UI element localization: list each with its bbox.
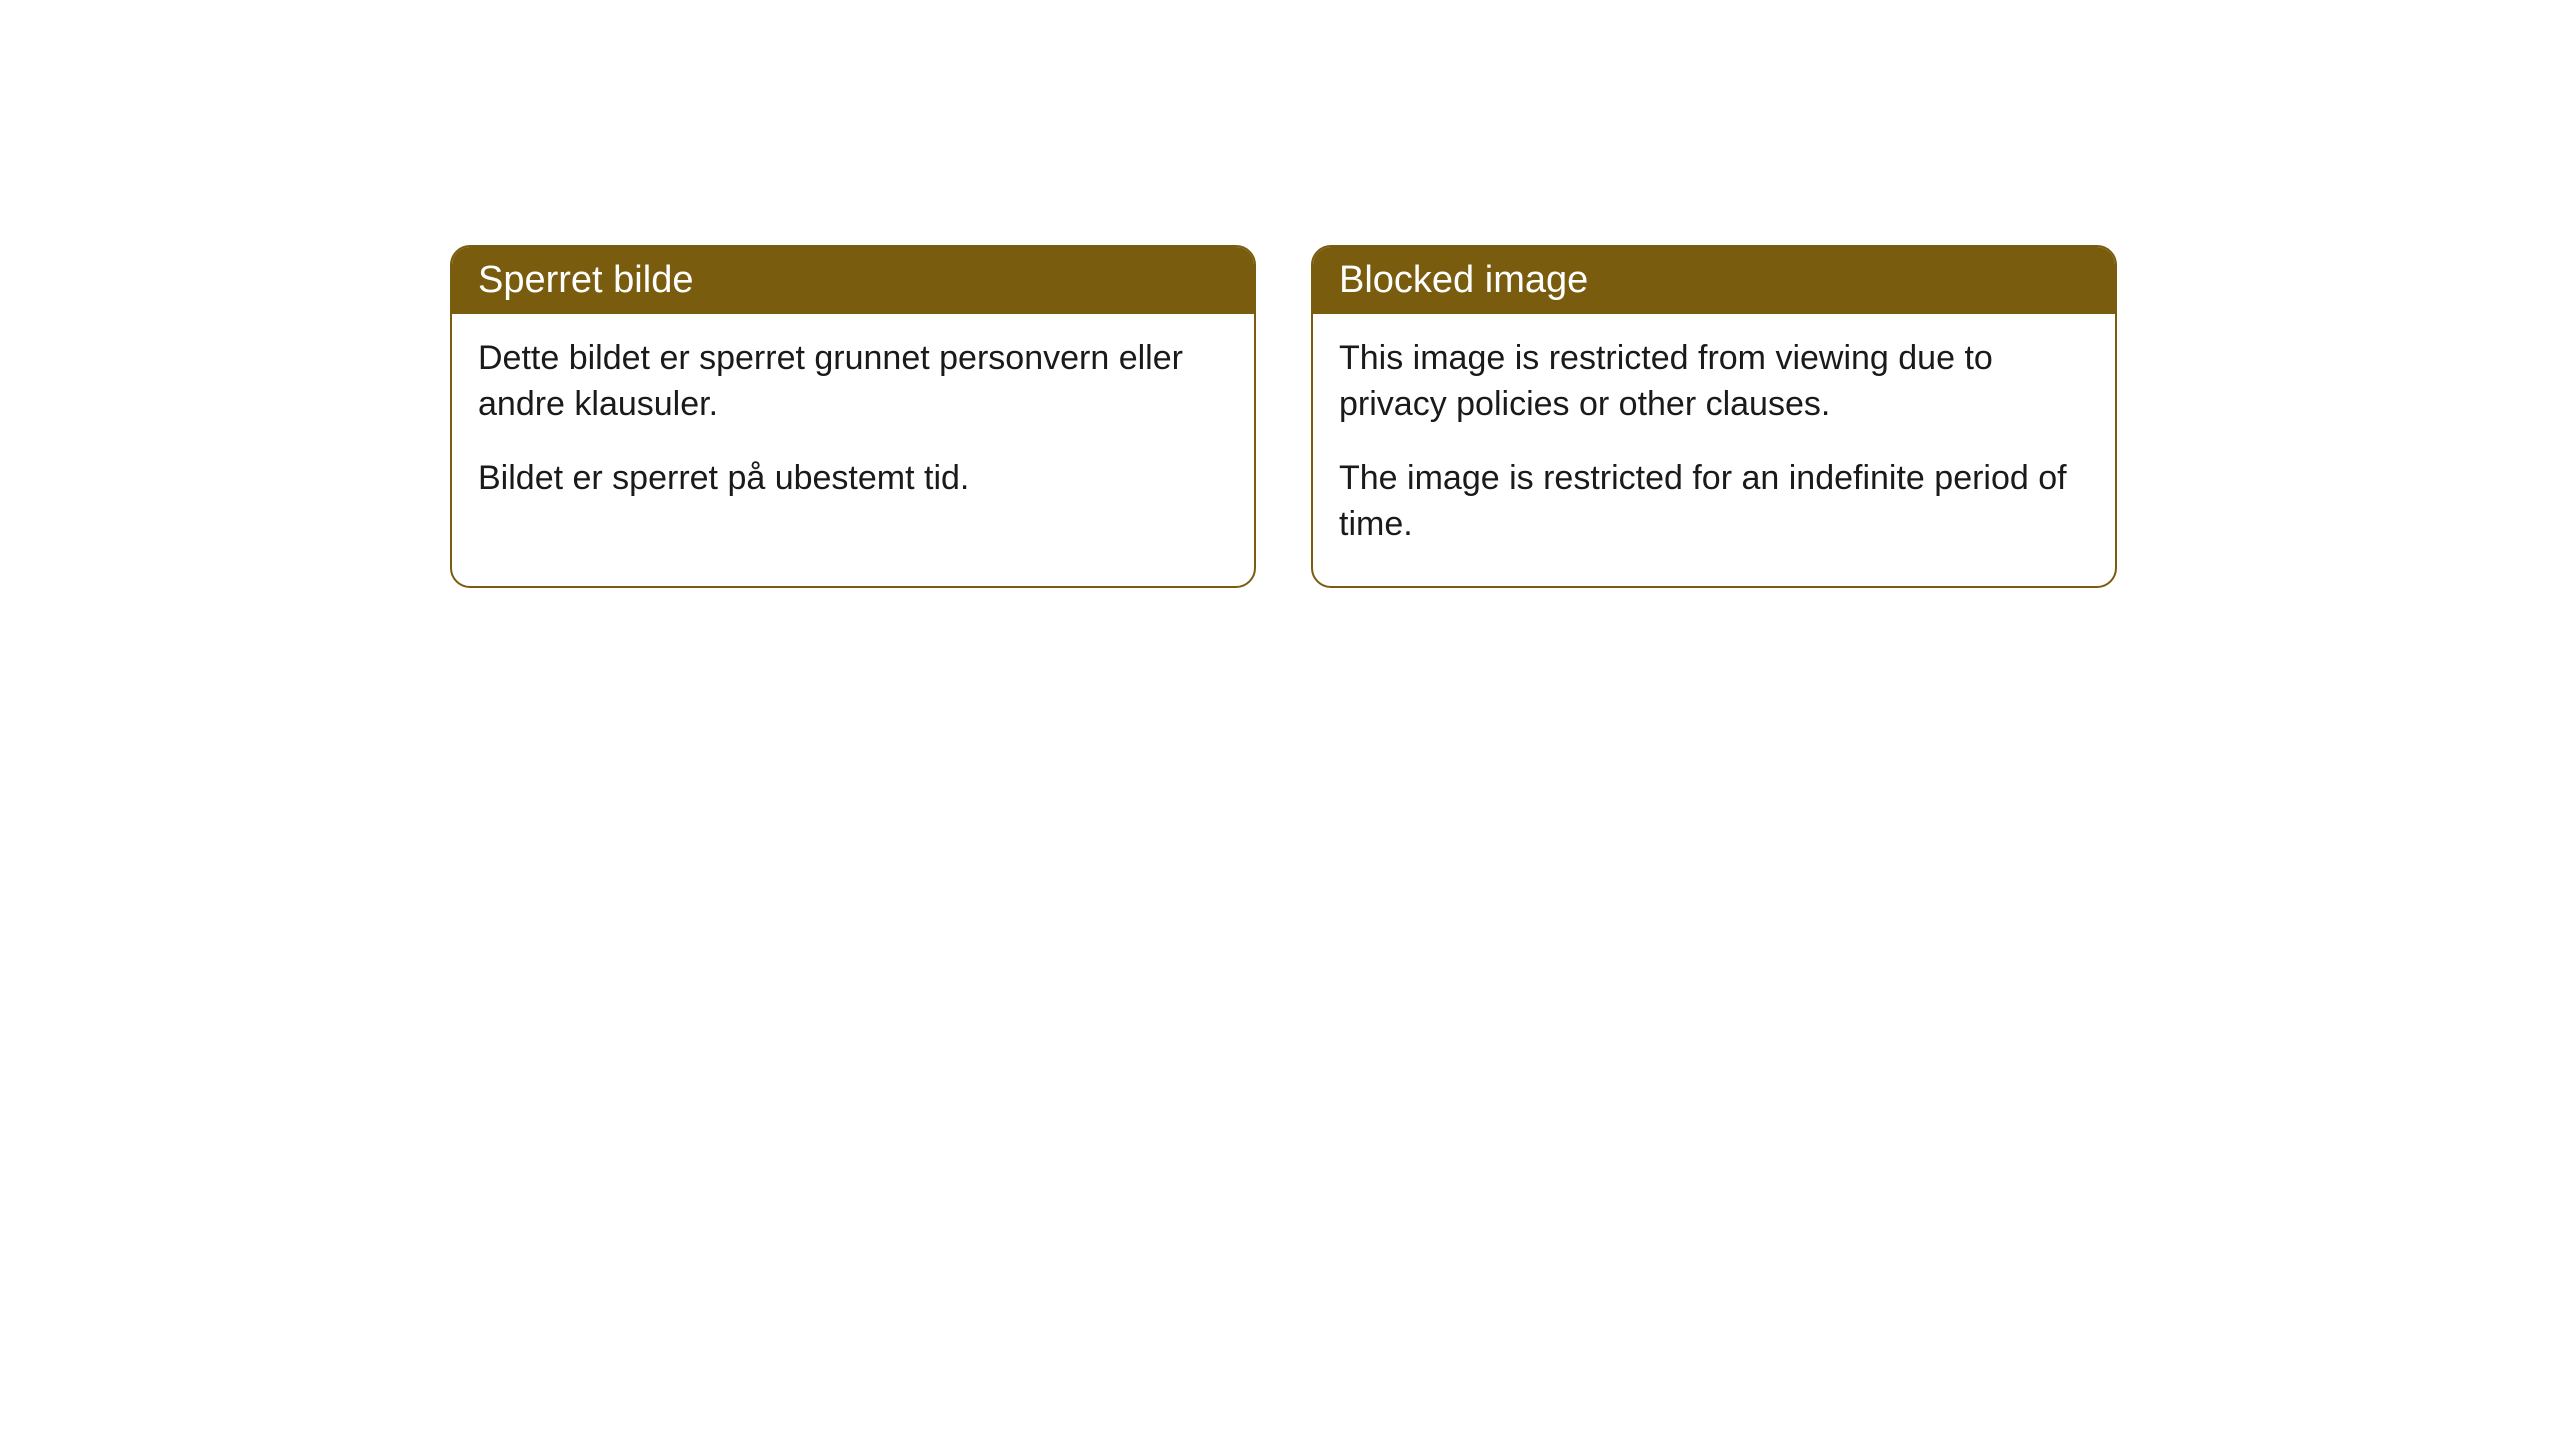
card-body: Dette bildet er sperret grunnet personve… bbox=[452, 314, 1254, 540]
card-body: This image is restricted from viewing du… bbox=[1313, 314, 2115, 586]
card-paragraph: Dette bildet er sperret grunnet personve… bbox=[478, 336, 1228, 428]
card-paragraph: This image is restricted from viewing du… bbox=[1339, 336, 2089, 428]
notice-cards-container: Sperret bilde Dette bildet er sperret gr… bbox=[450, 245, 2117, 588]
card-header: Blocked image bbox=[1313, 247, 2115, 314]
card-paragraph: The image is restricted for an indefinit… bbox=[1339, 456, 2089, 548]
card-paragraph: Bildet er sperret på ubestemt tid. bbox=[478, 456, 1228, 502]
card-header: Sperret bilde bbox=[452, 247, 1254, 314]
notice-card-norwegian: Sperret bilde Dette bildet er sperret gr… bbox=[450, 245, 1256, 588]
notice-card-english: Blocked image This image is restricted f… bbox=[1311, 245, 2117, 588]
card-title: Sperret bilde bbox=[478, 259, 693, 301]
card-title: Blocked image bbox=[1339, 259, 1588, 301]
